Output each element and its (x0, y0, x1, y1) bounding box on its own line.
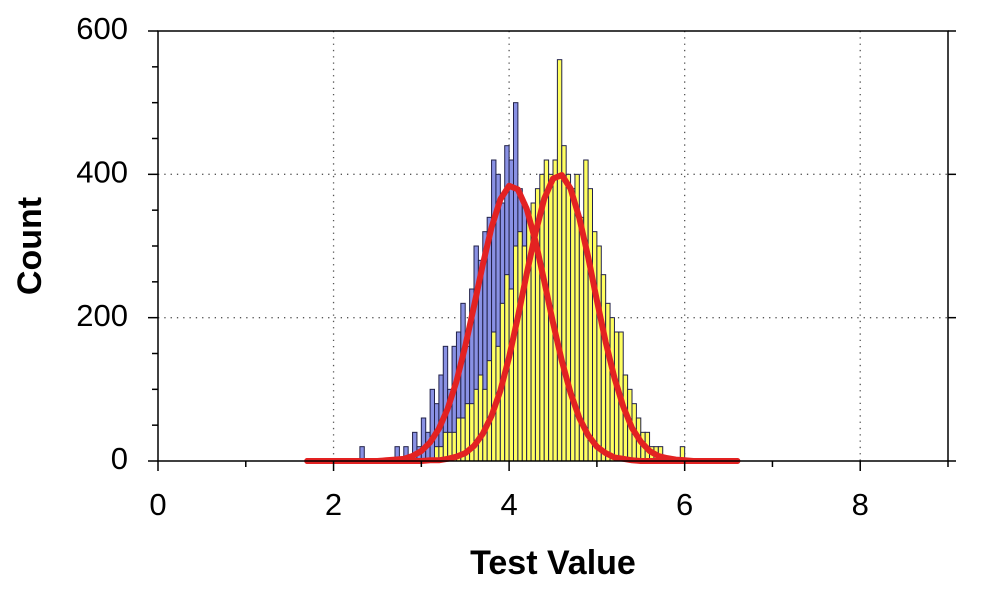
histogram-bar (556, 59, 563, 462)
x-tick-label: 0 (149, 487, 166, 522)
histogram-bar (513, 245, 519, 462)
x-tick-label: 4 (500, 487, 517, 522)
x-tick-label: 6 (676, 487, 693, 522)
x-tick-label: 2 (325, 487, 342, 522)
histogram-bar (517, 231, 523, 462)
histogram-bar (583, 159, 589, 462)
histogram-bar (570, 188, 576, 462)
histogram-bar (587, 188, 593, 462)
histogram-bar (605, 302, 611, 462)
y-tick-label: 0 (111, 441, 128, 476)
y-tick-label: 600 (76, 11, 128, 46)
histogram-bar (592, 231, 598, 462)
histogram-bar (477, 374, 484, 462)
histogram-bar (600, 274, 607, 462)
histogram-bar (508, 288, 515, 462)
histogram-bar (473, 388, 479, 462)
histogram-bar (561, 145, 567, 462)
histogram-bar (596, 245, 602, 462)
x-tick-label: 8 (852, 487, 869, 522)
histogram-bar (429, 388, 436, 462)
y-tick-label: 400 (76, 155, 128, 190)
y-axis-title: Count (11, 197, 49, 295)
y-tick-label: 200 (76, 298, 128, 333)
x-axis-title: Test Value (470, 544, 636, 582)
histogram-bar (609, 317, 615, 462)
histogram-bar (420, 417, 427, 462)
histogram-bar (552, 159, 558, 462)
histogram-bar (565, 173, 572, 462)
